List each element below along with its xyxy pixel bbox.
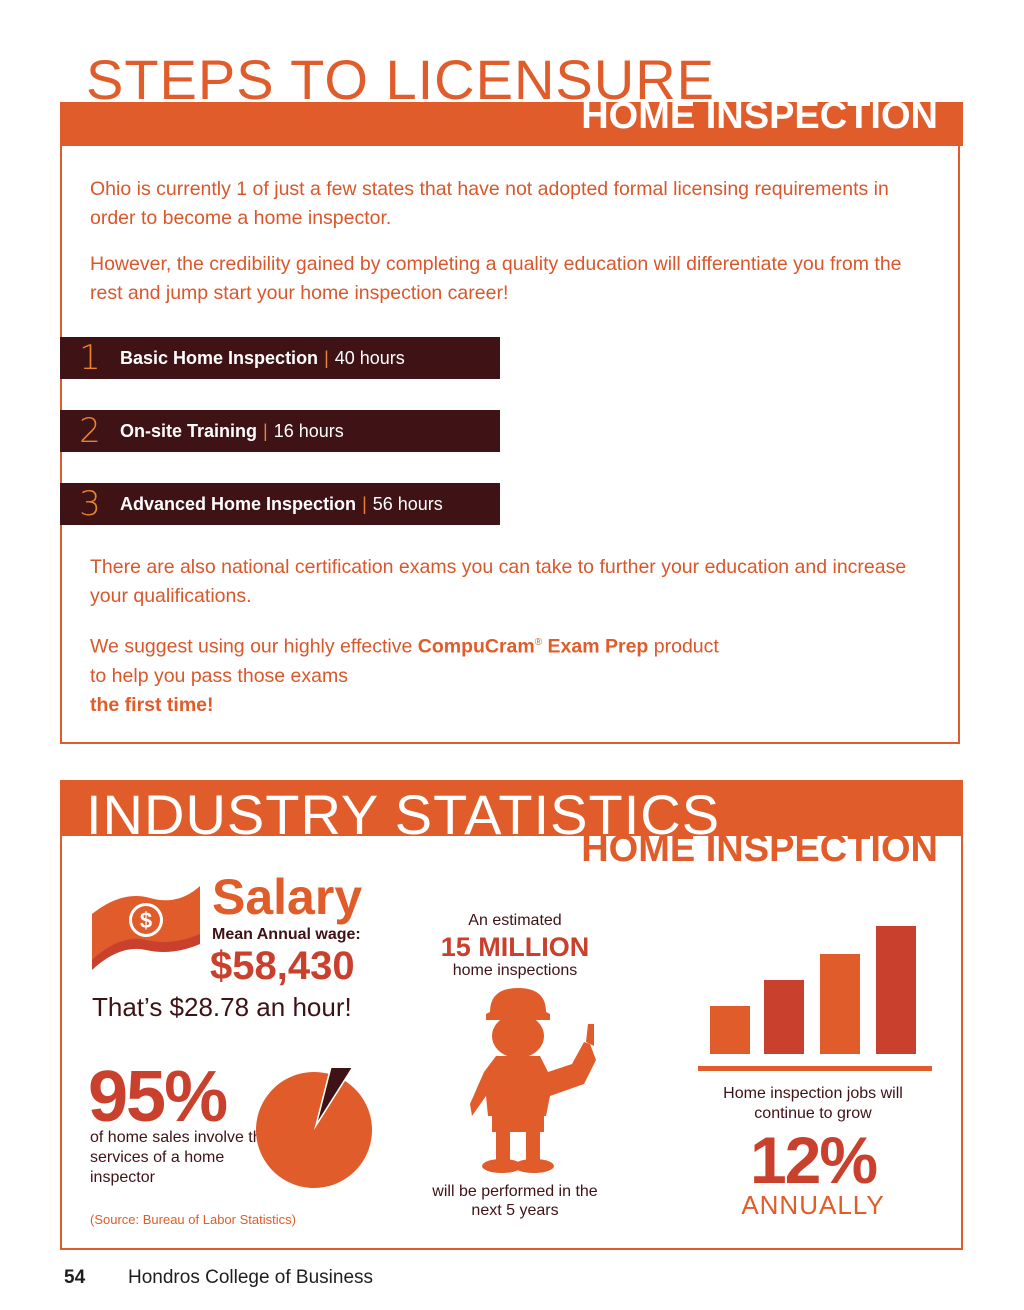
licensure-header-band (60, 102, 963, 146)
pie-chart-icon (256, 1068, 372, 1188)
jobs-growth-text: Home inspection jobs will continue to gr… (723, 1085, 903, 1122)
salary-heading: Salary (212, 869, 363, 925)
step-hours: 40 hours (334, 347, 405, 368)
step-2: 2 On-site Training | 16 hours (60, 410, 500, 452)
statistics-title: INDUSTRY STATISTICS (86, 783, 721, 846)
salary-hourly: That’s $28.78 an hour! (92, 992, 352, 1022)
step-title: Advanced Home Inspection (120, 493, 357, 514)
bar-growth-icon (698, 926, 932, 1071)
inspections-label: An estimated (468, 912, 562, 929)
step-title: On-site Training (120, 420, 258, 441)
home-sales-text: of home sales involve the services of a … (90, 1129, 271, 1186)
licensure-title: STEPS TO LICENSURE (86, 48, 715, 111)
salary-value: $58,430 (210, 944, 355, 988)
inspections-footnote: will be performed in the next 5 years (432, 1183, 598, 1219)
statistics-subtitle: HOME INSPECTION (581, 828, 938, 870)
inspections-text: home inspections (452, 962, 578, 979)
product-name-suffix: Exam Prep (542, 635, 649, 658)
step-number: 2 (79, 411, 101, 451)
source-note: (Source: Bureau of Labor Statistics) (90, 1212, 296, 1227)
licensure-subtitle: HOME INSPECTION (581, 95, 938, 137)
licensure-paragraph-4: We suggest using our highly effective Co… (90, 628, 930, 720)
step-3: 3 Advanced Home Inspection | 56 hours (60, 483, 500, 525)
salary-label: Mean Annual wage: (212, 926, 361, 943)
step-hours: 56 hours (372, 493, 443, 514)
licensure-paragraph-1: Ohio is currently 1 of just a few states… (90, 178, 889, 229)
footer-school-name: Hondros College of Business (128, 1267, 374, 1288)
para4-suffix: product (648, 635, 719, 658)
step-number: 3 (79, 484, 101, 524)
para4-emphasis: the first time! (90, 693, 214, 716)
product-name: CompuCram (417, 635, 535, 658)
money-bill-icon: $ (92, 886, 200, 970)
step-separator: | (324, 347, 329, 368)
licensure-paragraph-2: However, the credibility gained by compl… (90, 253, 902, 304)
step-separator: | (362, 493, 367, 514)
home-sales-percent: 95% (88, 1057, 228, 1137)
para4-prefix: We suggest using our highly effective (90, 635, 418, 658)
registered-mark: ® (534, 637, 543, 648)
step-separator: | (263, 420, 268, 441)
statistics-header-band (60, 780, 963, 836)
step-title: Basic Home Inspection (120, 347, 319, 368)
para4-line2: to help you pass those exams (90, 664, 348, 687)
jobs-growth-value: 12% (749, 1123, 878, 1197)
licensure-paragraph-3: There are also national certification ex… (90, 556, 907, 607)
jobs-growth-unit: ANNUALLY (741, 1190, 885, 1220)
step-number: 1 (79, 338, 101, 378)
inspector-figure-icon (470, 988, 596, 1173)
page-number: 54 (64, 1267, 86, 1288)
svg-text:$: $ (140, 908, 152, 933)
step-hours: 16 hours (273, 420, 344, 441)
inspections-value: 15 MILLION (440, 932, 590, 962)
step-1: 1 Basic Home Inspection | 40 hours (60, 337, 500, 379)
